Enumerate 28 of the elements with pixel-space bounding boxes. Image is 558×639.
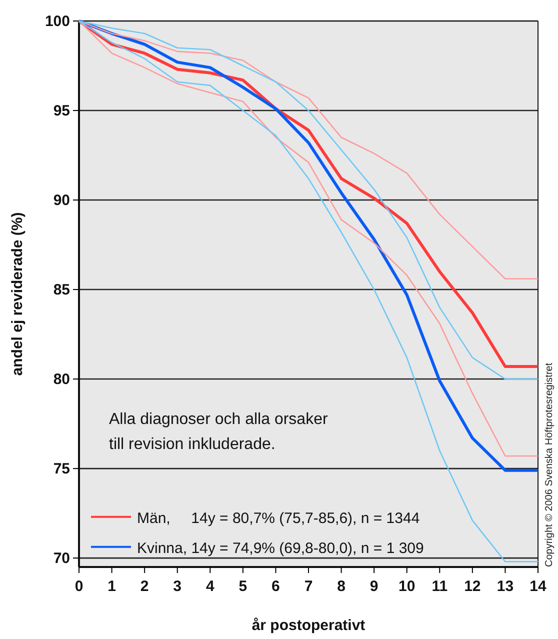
x-tick-label: 6 [272,578,280,595]
x-tick-label: 11 [432,578,448,595]
x-tick-label: 14 [530,578,547,595]
x-tick-label: 7 [304,578,313,595]
y-tick-label: 80 [53,370,70,388]
x-axis-title: år postoperativt [252,617,366,634]
x-tick-label: 8 [337,578,346,595]
x-tick-label: 3 [173,578,182,595]
y-tick-label: 85 [53,281,70,298]
y-tick-label: 95 [53,102,70,120]
text: Copyright © 2006 Svenska Höftprotesregistret [544,362,555,567]
x-tick-label: 2 [140,578,149,595]
legend-label: Män, 14y = 80,7% (75,7-85,6), n = 1344 [137,510,420,527]
x-tick-label: 1 [108,578,116,595]
annotation: Alla diagnoser och alla orsaker till revision inkluderade. [109,410,328,453]
x-tick-label: 9 [370,578,378,595]
x-tick-label: 0 [74,578,84,595]
x-tick-label: 5 [238,578,248,595]
x-tick-label: 10 [398,578,416,595]
y-tick-label: 75 [53,460,70,478]
x-tick-label: 4 [206,578,215,595]
y-tick-label: 90 [53,192,70,209]
y-tick-label: 70 [53,550,70,567]
legend-label: Kvinna, 14y = 74,9% (69,8-80,0), n = 1 309 [137,540,424,557]
y-axis-title: andel ej reviderade (%) [9,212,26,376]
x-tick-label: 13 [496,578,514,595]
y-tick-label: 100 [44,12,70,30]
x-tick-label: 12 [464,578,481,595]
